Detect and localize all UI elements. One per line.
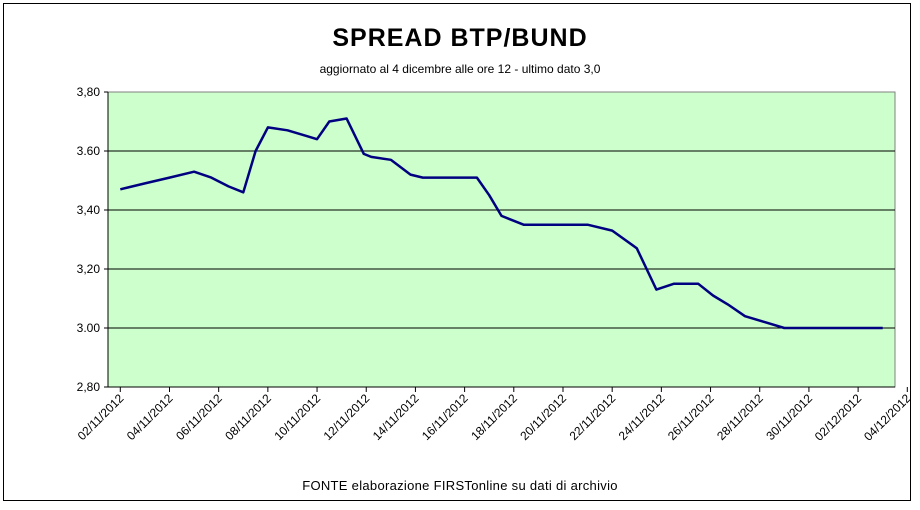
x-tick-label: 08/11/2012 (222, 391, 274, 443)
x-tick-label: 18/11/2012 (468, 391, 520, 443)
y-tick-label: 3.00 (77, 321, 101, 335)
y-tick-label: 2,80 (77, 380, 101, 394)
x-axis-ticks: 02/11/201204/11/201206/11/201208/11/2012… (75, 387, 914, 444)
x-tick-label: 16/11/2012 (419, 391, 471, 443)
y-tick-label: 3.60 (77, 144, 101, 158)
source-note: FONTE elaborazione FIRSTonline su dati d… (302, 478, 618, 493)
y-tick-label: 3,80 (77, 85, 101, 99)
y-tick-label: 3,40 (77, 203, 101, 217)
x-tick-label: 30/11/2012 (763, 391, 815, 443)
x-tick-label: 06/11/2012 (173, 391, 225, 443)
x-tick-label: 24/11/2012 (616, 391, 668, 443)
x-tick-label: 02/12/2012 (812, 391, 865, 444)
chart-title: SPREAD BTP/BUND (332, 24, 588, 52)
y-axis-ticks: 2,80 3.00 3,20 3,40 3.60 3,80 (77, 85, 895, 394)
x-tick-label: 04/11/2012 (124, 391, 176, 443)
x-tick-label: 22/11/2012 (567, 391, 619, 443)
x-tick-label: 10/11/2012 (271, 391, 323, 443)
x-tick-label: 02/11/2012 (75, 391, 127, 443)
x-tick-label: 12/11/2012 (321, 391, 373, 443)
gridlines (108, 150, 895, 329)
plot-area (107, 91, 896, 388)
x-tick-label: 26/11/2012 (665, 391, 717, 443)
x-tick-label: 04/12/2012 (861, 391, 914, 444)
x-tick-label: 20/11/2012 (517, 391, 569, 443)
x-tick-label: 14/11/2012 (370, 391, 422, 443)
series-line (120, 117, 883, 330)
chart-subtitle: aggiornato al 4 dicembre alle ore 12 - u… (319, 62, 601, 76)
x-tick-label: 28/11/2012 (714, 391, 766, 443)
y-tick-label: 3,20 (77, 262, 101, 276)
